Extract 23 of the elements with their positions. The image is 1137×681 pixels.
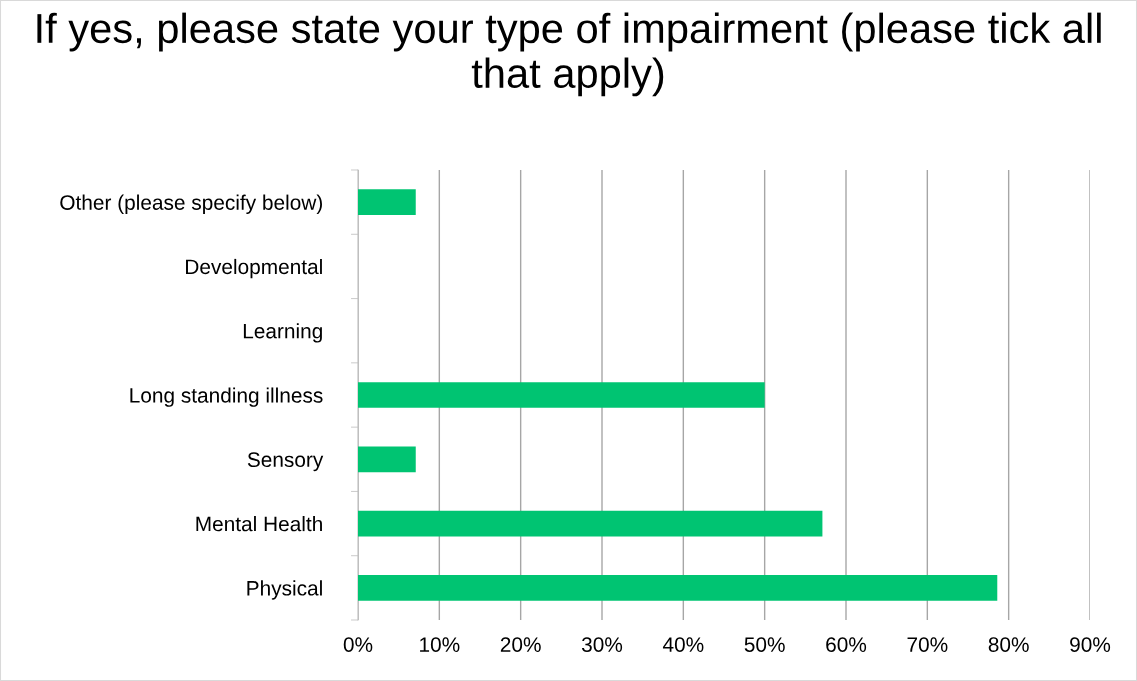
x-tick-label: 50% <box>744 637 785 652</box>
y-tick-label: Other (please specify below) <box>60 194 322 215</box>
x-tick-label: 10% <box>420 637 460 652</box>
y-tick-label: Developmental <box>186 258 322 279</box>
x-tick-label: 40% <box>662 637 704 652</box>
x-tick-label: 90% <box>1070 637 1111 652</box>
bar <box>358 382 765 408</box>
bar <box>358 510 823 537</box>
y-tick-label: Physical <box>247 580 322 600</box>
x-tick-label: 0% <box>343 637 373 652</box>
x-tick-label: 70% <box>907 637 948 652</box>
y-tick-label: Sensory <box>247 452 324 472</box>
bar <box>358 446 416 473</box>
bar <box>358 189 416 215</box>
y-tick-label: Learning <box>243 323 322 343</box>
y-tick-label: Long standing illness <box>130 387 323 407</box>
x-tick-label: 30% <box>581 637 623 652</box>
bar <box>358 575 998 601</box>
chart-title: If yes, please state your type of impairment (please tick all that apply) <box>37 12 1101 97</box>
y-tick-label: Mental Health <box>196 516 322 532</box>
x-tick-label: 80% <box>988 637 1029 652</box>
x-tick-label: 60% <box>826 637 867 652</box>
x-tick-label: 20% <box>500 637 541 652</box>
